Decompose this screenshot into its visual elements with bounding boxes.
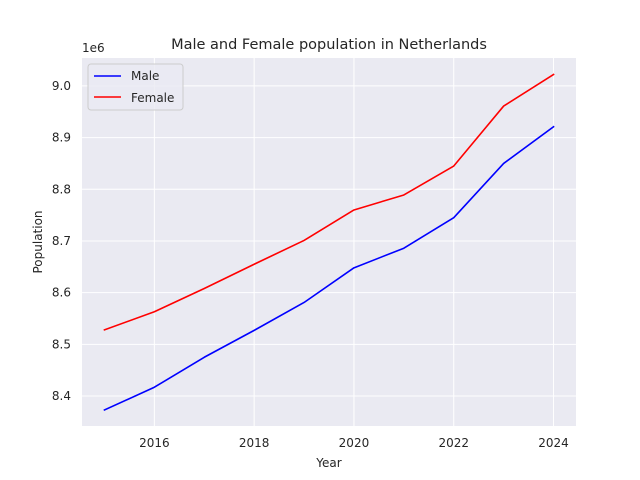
y-tick-label: 8.6: [52, 286, 71, 300]
x-tick-labels: 2016 2018 2020 2022 2024: [139, 436, 569, 450]
y-tick-label: 8.8: [52, 182, 71, 196]
y-axis-label: Population: [31, 210, 45, 273]
y-tick-label: 8.7: [52, 234, 71, 248]
x-tick-label: 2024: [538, 436, 569, 450]
legend-label-male: Male: [131, 69, 159, 83]
y-tick-label: 8.4: [52, 389, 71, 403]
x-tick-label: 2022: [438, 436, 469, 450]
y-tick-labels: 8.4 8.5 8.6 8.7 8.8 8.9 9.0: [52, 79, 71, 403]
legend: Male Female: [87, 63, 184, 111]
x-axis-label: Year: [315, 456, 341, 470]
y-tick-label: 8.5: [52, 337, 71, 351]
x-tick-label: 2018: [239, 436, 270, 450]
legend-label-female: Female: [131, 91, 174, 105]
series-line-female: [103, 73, 555, 331]
chart-title: Male and Female population in Netherland…: [171, 37, 487, 53]
series-layer: [103, 73, 555, 412]
series-line-male: [103, 125, 555, 412]
plot-background: [82, 58, 576, 426]
x-tick-label: 2020: [339, 436, 370, 450]
y-offset-label: 1e6: [82, 41, 105, 55]
y-tick-label: 8.9: [52, 131, 71, 145]
x-tick-label: 2016: [139, 436, 170, 450]
y-tick-label: 9.0: [52, 79, 71, 93]
